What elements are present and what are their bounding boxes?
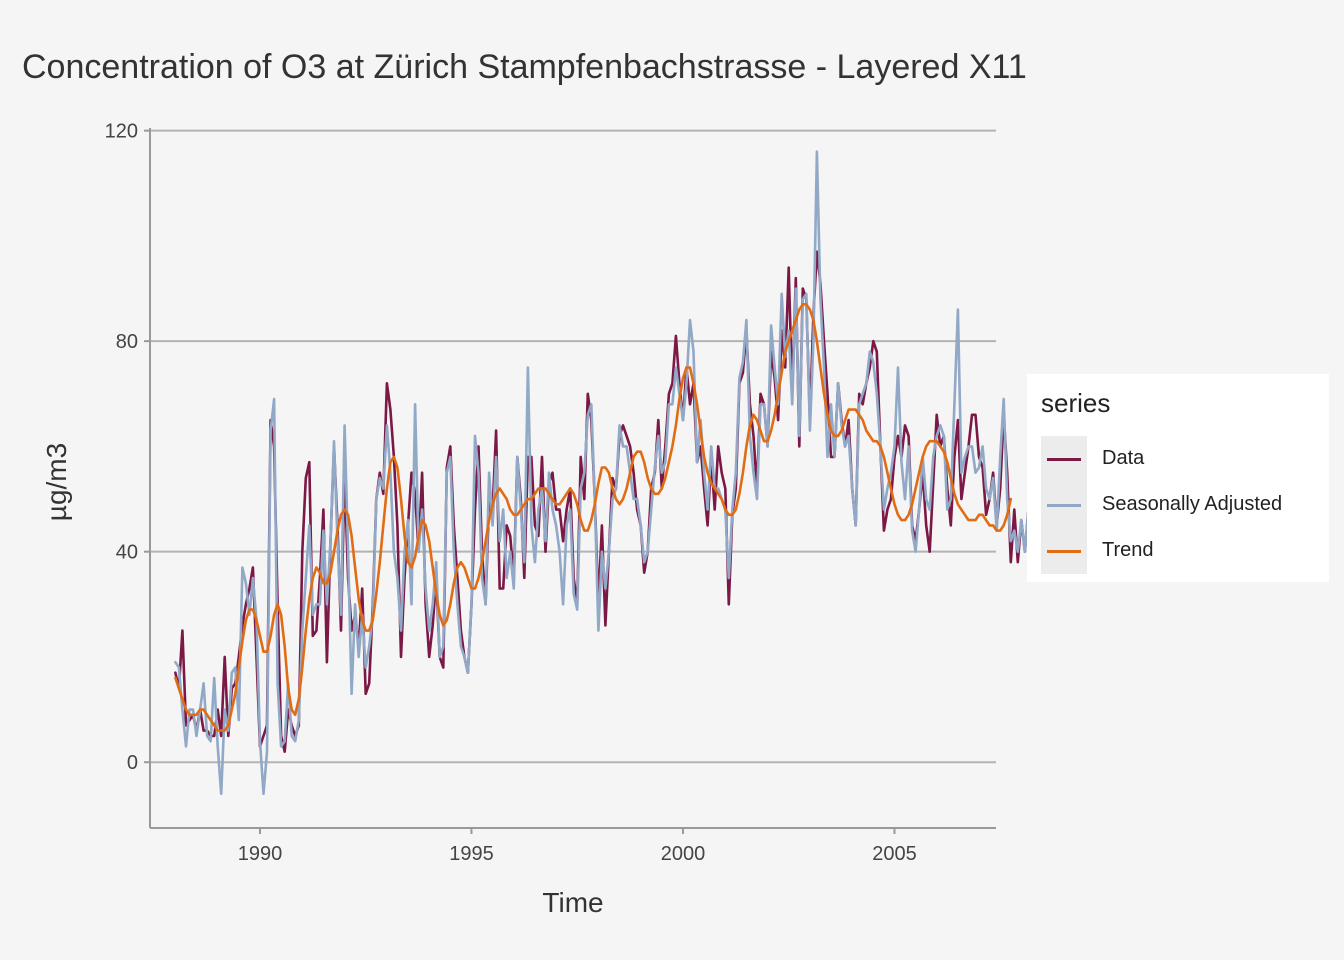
y-tick-label-40: 40 xyxy=(116,542,138,564)
legend-item-trend: Trend xyxy=(1041,528,1321,574)
legend: series Data Seasonally Adjusted Trend xyxy=(1027,374,1329,582)
legend-item-data: Data xyxy=(1041,436,1321,482)
x-tick-label-1990: 1990 xyxy=(238,843,283,865)
legend-swatch-seasonally-adjusted xyxy=(1047,504,1081,507)
tick-labels: 0 40 80 120 1990 1995 2000 2005 xyxy=(105,121,917,865)
series-line-seasonally-adjusted xyxy=(174,150,1044,796)
x-axis-title: Time xyxy=(542,887,603,918)
y-axis-title: µg/m3 xyxy=(41,443,72,521)
legend-item-seasonally-adjusted: Seasonally Adjusted xyxy=(1041,482,1321,528)
y-tick-label-80: 80 xyxy=(116,331,138,353)
y-tick-label-120: 120 xyxy=(105,121,138,143)
legend-key-seasonally-adjusted xyxy=(1041,482,1087,528)
legend-label-data: Data xyxy=(1102,447,1145,469)
x-tick-label-2005: 2005 xyxy=(872,843,917,865)
legend-label-trend: Trend xyxy=(1102,539,1154,561)
x-tick-label-1995: 1995 xyxy=(449,843,494,865)
legend-swatch-data xyxy=(1047,458,1081,461)
y-tick-label-0: 0 xyxy=(127,752,138,774)
axes xyxy=(144,128,996,834)
legend-swatch-trend xyxy=(1047,550,1081,553)
legend-title: series xyxy=(1041,388,1111,418)
legend-key-trend xyxy=(1041,528,1087,574)
legend-label-seasonally-adjusted: Seasonally Adjusted xyxy=(1102,493,1283,515)
series-line-trend xyxy=(174,302,1013,732)
chart-title: Concentration of O3 at Zürich Stampfenba… xyxy=(22,48,1027,86)
series-lines xyxy=(174,150,1044,796)
legend-key-data xyxy=(1041,436,1087,482)
x-tick-label-2000: 2000 xyxy=(661,843,706,865)
